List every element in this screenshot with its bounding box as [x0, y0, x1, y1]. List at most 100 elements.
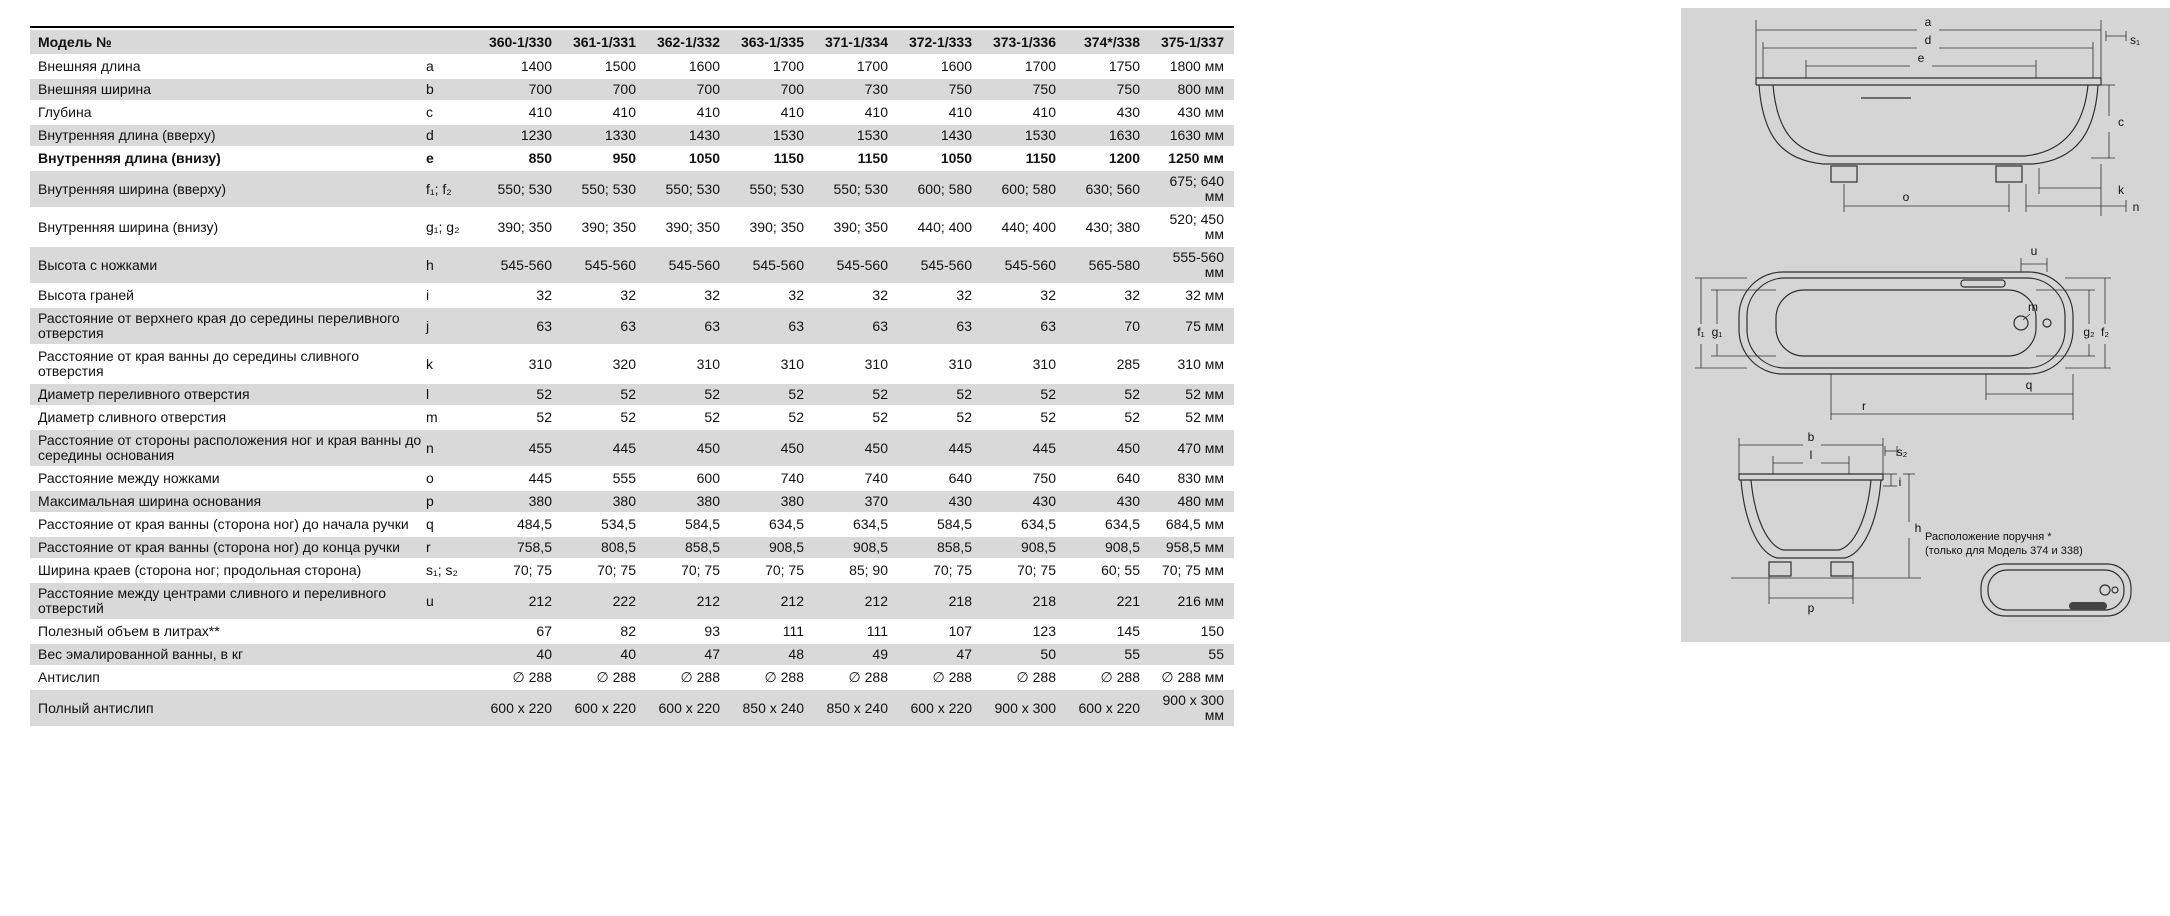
row-value: 310	[948, 355, 972, 372]
row-label: Диаметр переливного отверстия	[30, 384, 424, 405]
row-value: 222	[562, 583, 646, 619]
row-value: 545-560	[898, 247, 982, 283]
row-value: 430; 380	[1085, 218, 1141, 235]
row-value: 600	[696, 470, 720, 486]
row-code: p	[424, 491, 478, 512]
row-value: 908,5	[730, 537, 814, 558]
row-value: 545-560	[814, 247, 898, 283]
row-value: 440; 400	[1001, 218, 1057, 235]
row-value: 390; 350	[497, 218, 553, 235]
row-value: ∅ 288	[1016, 669, 1056, 685]
row-label: Антислип	[38, 669, 100, 685]
row-value: 850 x 240	[814, 690, 898, 726]
row-value: 52 мм	[1150, 384, 1234, 405]
row-value: 758,5	[478, 537, 562, 558]
row-value: 111	[782, 623, 804, 639]
row-value: 55	[1150, 644, 1234, 665]
row-value: 445	[982, 430, 1066, 466]
row-value: 750	[898, 79, 982, 100]
row-value: 390; 350	[665, 218, 721, 235]
row-label: Глубина	[38, 104, 92, 120]
table-header-row: Модель № 360-1/330 361-1/331 362-1/332 363-…	[30, 30, 1234, 54]
column-header: 374*/338	[1066, 30, 1150, 54]
row-value: 410	[864, 104, 888, 120]
row-value: 958,5 мм	[1150, 537, 1234, 558]
row-value: 310	[1032, 355, 1056, 372]
row-value: 640	[948, 470, 972, 486]
row-value: 555	[612, 470, 636, 486]
row-code: u	[424, 583, 478, 619]
table-header-label: Модель №	[30, 30, 424, 54]
row-value: 75 мм	[1150, 308, 1234, 344]
row-code: l	[424, 384, 478, 405]
row-value: 310 мм	[1177, 355, 1225, 372]
row-value: 750	[1066, 79, 1150, 100]
row-value: 600 x 220	[646, 690, 730, 726]
table-row: Расстояние от края ванны (сторона ног) д…	[30, 537, 1234, 558]
row-value: 52	[646, 384, 730, 405]
row-value: 218	[898, 583, 982, 619]
row-value: ∅ 288	[1100, 669, 1140, 685]
dim-label-s₂: s₂	[1897, 445, 1908, 459]
row-value: 450	[730, 430, 814, 466]
row-value: 1430	[898, 125, 982, 146]
row-value: 32	[956, 287, 972, 303]
dim-label-q: q	[2026, 378, 2033, 392]
row-value: 534,5	[600, 516, 636, 532]
row-value: 450	[1066, 430, 1150, 466]
dim-label-k: k	[2118, 183, 2125, 197]
table-row: Расстояние от края ванны (сторона ног) д…	[30, 514, 1234, 535]
row-value: ∅ 288 мм	[1161, 669, 1224, 685]
technical-diagram-panel: Расположение поручня * (только для Модел…	[1681, 8, 2170, 642]
row-value: 212	[478, 583, 562, 619]
row-value: 1630 мм	[1150, 125, 1234, 146]
row-value: 70; 75	[597, 562, 636, 578]
row-code: s₁; s₂	[426, 562, 458, 578]
row-value: 1430	[646, 125, 730, 146]
row-value: 370	[814, 491, 898, 512]
row-value: 285	[1116, 355, 1140, 372]
row-value: 1700	[772, 58, 804, 74]
row-value: 63	[982, 308, 1066, 344]
table-row: Внутренняя длина (вверху) d 1230 1330 1430 15…	[30, 125, 1234, 146]
row-value: 480 мм	[1150, 491, 1234, 512]
row-value: 550; 530	[730, 171, 814, 207]
row-value: 49	[814, 644, 898, 665]
table-row: Высота граней i 32 32 32 32 32 32 32 32 32 мм	[30, 285, 1234, 306]
row-value: 63	[898, 308, 982, 344]
row-value: 545-560	[982, 247, 1066, 283]
row-value: 908,5	[1066, 537, 1150, 558]
table-row: Антислип ∅ 288 ∅ 288 ∅ 288 ∅ 288 ∅ 288 ∅ 288 ∅ …	[30, 667, 1234, 688]
row-value: 1530	[982, 125, 1066, 146]
row-value: 310	[696, 355, 720, 372]
row-value: 1600	[688, 58, 720, 74]
row-label: Полезный объем в литрах**	[38, 623, 220, 639]
row-value: 545-560	[730, 247, 814, 283]
dim-label-g₁: g₁	[1712, 325, 1723, 339]
row-value: 52	[704, 409, 720, 425]
row-value: 70; 75	[1017, 562, 1056, 578]
row-code	[424, 690, 478, 726]
row-label: Расстояние от стороны расположения ног и…	[30, 430, 424, 466]
dim-label-g₂: g₂	[2083, 325, 2095, 339]
handle-caption-line2: (только для Модель 374 и 338)	[1925, 545, 2083, 557]
row-code: e	[426, 150, 434, 166]
row-value: 1050	[940, 150, 972, 166]
row-value: 32	[620, 287, 636, 303]
table-row: Внешняя ширина b 700 700 700 700 730 750 750 750 8…	[30, 79, 1234, 100]
row-value: 950	[612, 150, 636, 166]
column-header: 360-1/330	[478, 30, 562, 54]
row-value: 634,5	[768, 516, 804, 532]
row-value: 584,5	[936, 516, 972, 532]
row-value: 380	[646, 491, 730, 512]
row-value: 310	[864, 355, 888, 372]
row-value: 808,5	[562, 537, 646, 558]
column-header: 361-1/331	[562, 30, 646, 54]
row-value: 52	[1040, 409, 1056, 425]
row-value: 1700	[1024, 58, 1056, 74]
row-label: Внешняя длина	[38, 58, 141, 74]
row-value: 52	[1124, 409, 1140, 425]
row-label: Внутренняя ширина (внизу)	[38, 218, 219, 235]
row-code: j	[424, 308, 478, 344]
column-header: 362-1/332	[646, 30, 730, 54]
